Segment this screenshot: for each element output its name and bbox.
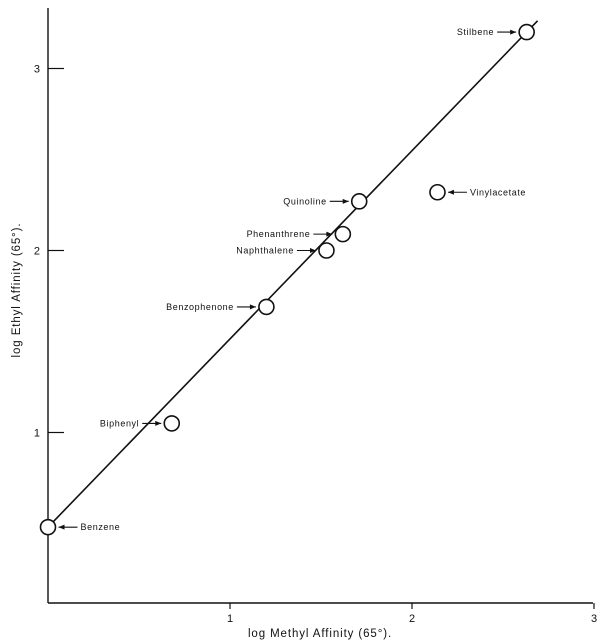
arrow-head <box>58 524 65 530</box>
point-label: Benzophenone <box>166 302 234 312</box>
point-biphenyl: Biphenyl <box>100 415 181 432</box>
point-label: Naphthalene <box>236 246 294 256</box>
x-tick-label: 3 <box>591 613 597 625</box>
ticks: 1 2 3 1 2 3 <box>34 64 597 626</box>
x-axis-title: log Methyl Affinity (65°). <box>248 628 392 640</box>
point-marker <box>318 242 335 259</box>
point-label: Vinylacetate <box>470 187 526 197</box>
point-marker <box>39 518 57 536</box>
point-marker <box>350 193 368 210</box>
point-marker <box>429 183 446 201</box>
point-label: Quinoline <box>283 196 326 206</box>
y-tick-label: 1 <box>34 428 40 440</box>
fit-line-group <box>41 20 539 534</box>
y-axis-title: log Ethyl Affinity (65°). <box>11 223 23 358</box>
point-stilbene: Stilbene <box>457 23 535 41</box>
point-marker <box>258 298 275 316</box>
x-tick-label: 2 <box>409 613 415 625</box>
points-group: Benzene Biphenyl Benzophenone Naphthalene Ph… <box>39 23 535 536</box>
y-tick-label: 3 <box>34 64 40 76</box>
point-label: Benzene <box>81 522 121 532</box>
regression-line <box>41 20 539 534</box>
point-naphthalene: Naphthalene <box>236 242 335 259</box>
point-label: Phenanthrene <box>247 229 311 239</box>
point-benzene: Benzene <box>39 518 121 536</box>
point-label: Stilbene <box>457 27 494 37</box>
x-tick-label: 1 <box>227 613 233 625</box>
arrow-head <box>309 248 316 253</box>
axes <box>47 8 593 604</box>
point-phenanthrene: Phenanthrene <box>247 225 352 243</box>
arrow-head <box>510 29 517 35</box>
arrow-head <box>249 304 256 310</box>
point-marker <box>334 225 352 243</box>
arrow-head <box>447 189 454 195</box>
point-marker <box>163 415 181 432</box>
point-quinoline: Quinoline <box>283 193 368 210</box>
arrow-head <box>342 198 349 204</box>
point-label: Biphenyl <box>100 418 139 428</box>
arrow-head <box>326 231 333 237</box>
point-vinylacetate: Vinylacetate <box>429 183 526 201</box>
point-benzophenone: Benzophenone <box>166 298 275 316</box>
arrow-head <box>155 420 162 426</box>
y-tick-label: 2 <box>34 246 40 258</box>
point-marker <box>518 23 535 41</box>
